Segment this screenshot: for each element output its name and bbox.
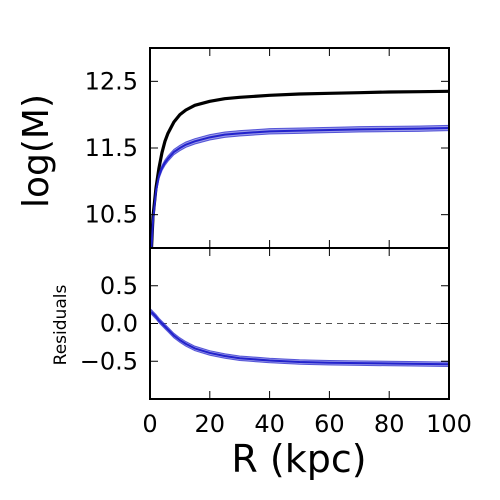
x-axis-label: R (kpc): [231, 437, 366, 481]
bottom-plot-area: [150, 308, 449, 368]
bottom-y-ticks: 0.5 0.0 −0.5: [80, 248, 450, 399]
x-tick-label: 60: [314, 410, 345, 438]
top-panel: 10.5 11.5 12.5 log(M): [16, 47, 450, 249]
series-line-1-0: [150, 311, 449, 366]
x-tick-label: 100: [426, 410, 472, 438]
top-panel-frame: [149, 47, 450, 249]
y-tick-label: −0.5: [80, 347, 138, 375]
bottom-panel: 0.5 0.0 −0.5 0 20 40 60 80 100 Residuals R (kpc…: [51, 247, 472, 481]
y-tick-label: 12.5: [85, 67, 138, 95]
bottom-y-axis-label: Residuals: [51, 285, 71, 366]
top-y-axis-label: log(M): [16, 94, 57, 208]
x-tick-label: 80: [374, 410, 405, 438]
y-tick-label: 0.5: [100, 272, 138, 300]
y-tick-label: 0.0: [100, 310, 138, 338]
series-band-0-1: [150, 124, 449, 248]
x-tick-label: 20: [195, 410, 226, 438]
series-line-0-0: [150, 89, 449, 248]
top-plot-area: [150, 89, 449, 248]
x-tick-label: 40: [254, 410, 285, 438]
series-line-0-1: [150, 127, 449, 248]
x-tick-label: 0: [142, 410, 157, 438]
series-band-1-0: [150, 308, 449, 368]
bottom-x-ticks: 0 20 40 60 80 100: [142, 410, 472, 438]
top-y-ticks: 10.5 11.5 12.5: [85, 48, 450, 248]
y-tick-label: 11.5: [85, 134, 138, 162]
y-tick-label: 10.5: [85, 201, 138, 229]
